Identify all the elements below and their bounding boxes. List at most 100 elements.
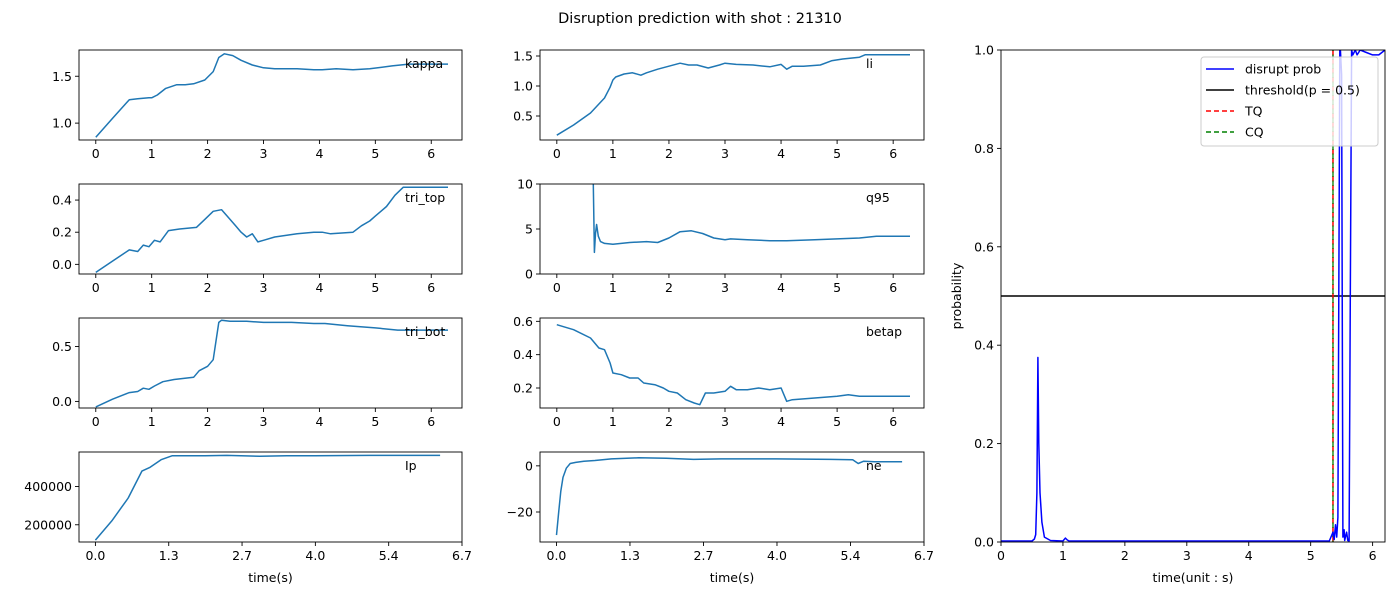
x-tick-label: 5 xyxy=(371,414,379,429)
x-tick-label: 6.7 xyxy=(914,548,934,563)
x-tick-label: 5 xyxy=(371,280,379,295)
y-tick-label: 5 xyxy=(525,222,533,237)
panel-li: 0 1 2 3 4 5 6 0.5 1.0 1.5 li xyxy=(513,49,925,161)
y-tick-label: 0.0 xyxy=(52,257,72,272)
x-tick-label: 2.7 xyxy=(694,548,714,563)
x-tick-label: 1 xyxy=(1059,548,1067,563)
x-tick-label: 5 xyxy=(371,146,379,161)
panel-label-li: li xyxy=(866,56,873,71)
y-tick-label: 0.4 xyxy=(974,338,994,353)
x-tick-label: 4.0 xyxy=(767,548,787,563)
series-line-ne xyxy=(555,457,903,536)
y-tick-label: 1.5 xyxy=(513,49,533,64)
series-line-li xyxy=(556,54,910,136)
y-tick-label: 0.2 xyxy=(52,225,72,240)
panel-label-tri_bot: tri_bot xyxy=(405,324,445,339)
y-tick-label: 0.2 xyxy=(974,436,994,451)
x-tick-label: 6 xyxy=(889,280,897,295)
x-tick-label: 6 xyxy=(427,414,435,429)
x-tick-label: 1 xyxy=(148,414,156,429)
x-tick-label: 2 xyxy=(665,414,673,429)
x-tick-label: 4 xyxy=(777,280,785,295)
panel-label-kappa: kappa xyxy=(405,56,443,71)
y-tick-label: 0.6 xyxy=(513,314,533,329)
panel-frame xyxy=(539,451,925,543)
x-tick-label: 1.3 xyxy=(620,548,640,563)
panel-label-tri_top: tri_top xyxy=(405,190,445,205)
x-tick-label: 3 xyxy=(721,414,729,429)
x-tick-label: 6.7 xyxy=(452,548,472,563)
legend-item-tq-label: TQ xyxy=(1244,104,1263,119)
panel-frame xyxy=(539,183,925,275)
legend-item-threshold-label: threshold(p = 0.5) xyxy=(1245,83,1360,98)
series-line-disrupt-prob xyxy=(1001,50,1385,542)
plot-area-kappa xyxy=(95,53,448,138)
x-tick-label: 1 xyxy=(609,280,617,295)
x-axis-label: time(unit : s) xyxy=(1153,570,1234,585)
series-line-betap xyxy=(556,323,910,406)
legend-item-cq-label: CQ xyxy=(1245,125,1264,140)
y-tick-label: 1.0 xyxy=(974,43,994,58)
y-tick-label: 0.2 xyxy=(513,381,533,396)
y-tick-label: 200000 xyxy=(24,517,72,532)
x-tick-label: 5 xyxy=(833,414,841,429)
plot-area-betap xyxy=(556,323,910,406)
y-tick-label: 1.5 xyxy=(52,69,72,84)
x-tick-label: 6 xyxy=(427,280,435,295)
legend-box xyxy=(1200,56,1379,147)
x-tick-label: 5 xyxy=(1307,548,1315,563)
x-tick-label: 1.3 xyxy=(159,548,179,563)
panel-prob: 0 1 2 3 4 5 6 0.0 0.2 0.4 0.6 0.8 1.0 disrupt prob thr… xyxy=(949,43,1386,585)
x-tick-label: 6 xyxy=(889,146,897,161)
x-tick-label: 1 xyxy=(148,280,156,295)
y-tick-label: 0.0 xyxy=(974,535,994,550)
x-tick-label: 2.7 xyxy=(232,548,252,563)
x-tick-label: 2 xyxy=(204,414,212,429)
x-tick-label: 2 xyxy=(665,146,673,161)
plot-area-tri_bot xyxy=(95,319,448,408)
plot-area-ne xyxy=(555,457,903,536)
x-tick-label: 1 xyxy=(609,414,617,429)
y-axis-label: probability xyxy=(949,262,964,329)
panel-label-ip: Ip xyxy=(405,458,417,473)
plot-area-q95 xyxy=(592,184,910,254)
panel-label-betap: betap xyxy=(866,324,902,339)
x-tick-label: 6 xyxy=(1369,548,1377,563)
panel-q95: 0 1 2 3 4 5 6 0 5 10 q95 xyxy=(517,177,925,295)
y-tick-label: −20 xyxy=(507,505,533,520)
x-tick-label: 0 xyxy=(997,548,1005,563)
x-tick-label: 2 xyxy=(1121,548,1129,563)
x-tick-label: 3 xyxy=(721,280,729,295)
series-line-tri_top xyxy=(95,186,448,274)
plot-area-li xyxy=(556,54,910,136)
y-tick-label: 10 xyxy=(517,177,533,192)
x-tick-label: 3 xyxy=(260,414,268,429)
x-tick-label: 4 xyxy=(777,146,785,161)
series-line-ip xyxy=(94,454,441,541)
x-tick-label: 0 xyxy=(92,414,100,429)
x-tick-label: 4 xyxy=(315,146,323,161)
x-tick-label: 0.0 xyxy=(547,548,567,563)
panel-kappa: 0 1 2 3 4 5 6 1.0 1.5 kappa xyxy=(52,49,463,161)
x-axis-label: time(s) xyxy=(710,570,755,585)
y-tick-label: 0.5 xyxy=(513,109,533,124)
y-tick-label: 0.6 xyxy=(974,239,994,254)
x-tick-label: 6 xyxy=(889,414,897,429)
panel-tri_top: 0 1 2 3 4 5 6 0.0 0.2 0.4 tri_top xyxy=(52,183,463,295)
series-line-kappa xyxy=(95,53,448,138)
panel-frame xyxy=(539,317,925,409)
plot-area-ip xyxy=(94,454,441,541)
panel-label-ne: ne xyxy=(866,458,882,473)
x-tick-label: 0.0 xyxy=(85,548,105,563)
legend: disrupt prob threshold(p = 0.5) TQ CQ xyxy=(1200,56,1379,147)
x-tick-label: 0 xyxy=(92,280,100,295)
panel-frame xyxy=(539,49,925,141)
x-tick-label: 1 xyxy=(148,146,156,161)
series-line-q95 xyxy=(592,184,910,254)
y-tick-label: 0.5 xyxy=(52,339,72,354)
panel-frame xyxy=(78,49,463,141)
x-tick-label: 5 xyxy=(833,146,841,161)
y-tick-label: 0.8 xyxy=(974,141,994,156)
x-tick-label: 2 xyxy=(204,280,212,295)
